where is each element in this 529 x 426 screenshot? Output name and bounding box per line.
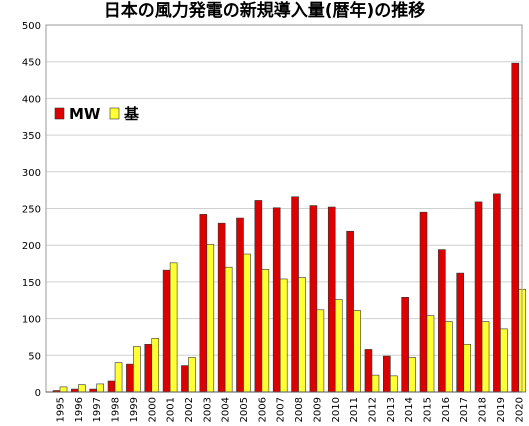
x-tick-label: 2009 <box>312 397 323 422</box>
y-tick-label: 0 <box>35 388 41 399</box>
bars <box>52 62 527 393</box>
legend-label-count: 基 <box>123 105 140 123</box>
bar-count-2014 <box>408 357 416 393</box>
y-tick-label: 400 <box>22 94 41 105</box>
bar-count-2005 <box>243 253 251 393</box>
x-tick-label: 1999 <box>129 397 140 422</box>
bar-count-1995 <box>59 386 68 393</box>
bar-mw-2010 <box>327 206 336 393</box>
bar-mw-1999 <box>126 363 134 393</box>
x-tick-label: 2007 <box>276 397 287 422</box>
bar-count-2017 <box>463 343 472 393</box>
bar-mw-2007 <box>272 207 281 393</box>
bar-mw-2003 <box>199 214 208 393</box>
bar-mw-2019 <box>493 193 501 393</box>
bar-count-2011 <box>353 310 361 393</box>
axes <box>45 24 523 393</box>
bar-count-2000 <box>151 338 160 393</box>
bar-count-2012 <box>371 374 380 393</box>
bar-count-2003 <box>206 244 215 393</box>
bar-count-2002 <box>188 357 196 393</box>
x-tick-label: 2019 <box>496 397 507 422</box>
bar-mw-2015 <box>419 211 428 393</box>
x-tick-label: 2000 <box>147 397 158 422</box>
y-tick-label: 200 <box>22 241 41 252</box>
x-tick-label: 2004 <box>221 397 232 422</box>
x-tick-label: 2016 <box>441 397 452 422</box>
bar-count-1998 <box>114 362 123 393</box>
legend: MW 基 <box>54 105 140 123</box>
bar-count-2019 <box>500 328 508 393</box>
y-tick-label: 300 <box>22 168 41 179</box>
bar-mw-2006 <box>254 200 263 393</box>
y-tick-label: 500 <box>22 21 41 32</box>
bar-mw-2013 <box>382 355 391 393</box>
bar-count-2018 <box>481 321 490 393</box>
y-tick-label: 250 <box>22 205 41 216</box>
bar-count-2004 <box>224 266 233 393</box>
bar-count-2010 <box>334 299 343 393</box>
x-tick-label: 1998 <box>111 397 122 422</box>
x-tick-label: 1995 <box>56 397 67 422</box>
x-tick-label: 2002 <box>184 397 195 422</box>
y-tick-label: 150 <box>22 278 41 289</box>
x-tick-label: 2012 <box>367 397 378 422</box>
bar-mw-2009 <box>309 205 318 393</box>
bar-mw-2014 <box>401 297 409 393</box>
bar-mw-2016 <box>438 249 446 393</box>
bar-mw-2000 <box>144 343 153 393</box>
bar-mw-2017 <box>456 272 465 393</box>
bar-mw-2001 <box>162 269 171 393</box>
bar-count-1997 <box>96 383 104 393</box>
y-tick-label: 100 <box>22 315 41 326</box>
bar-mw-2008 <box>291 196 299 393</box>
x-tick-label: 2001 <box>166 397 177 422</box>
bar-mw-1998 <box>107 380 116 393</box>
y-tick-label: 50 <box>28 351 41 362</box>
x-tick-label: 2005 <box>239 397 250 422</box>
x-tick-label: 2008 <box>294 397 305 422</box>
bar-mw-2005 <box>236 217 244 393</box>
x-tick-label: 2011 <box>349 397 360 422</box>
x-tick-label: 2017 <box>459 397 470 422</box>
bar-count-2013 <box>389 375 398 393</box>
x-tick-label: 1997 <box>92 397 103 422</box>
x-tick-label: 2015 <box>423 397 434 422</box>
bar-count-2015 <box>426 315 435 393</box>
x-tick-label: 2010 <box>331 397 342 422</box>
legend-swatch-mw <box>54 107 65 120</box>
x-tick-label: 2018 <box>478 397 489 422</box>
bar-count-1996 <box>78 384 86 393</box>
legend-label-mw: MW <box>69 105 101 123</box>
x-tick-label: 2003 <box>202 397 213 422</box>
y-tick-label: 350 <box>22 131 41 142</box>
bar-mw-2012 <box>364 349 373 393</box>
x-tick-label: 2013 <box>386 397 397 422</box>
bar-count-2001 <box>169 262 178 393</box>
bar-mw-2018 <box>474 201 483 393</box>
bar-count-2006 <box>261 269 270 393</box>
x-tick-label: 2020 <box>514 397 525 422</box>
chart-title: 日本の風力発電の新規導入量(暦年)の推移 <box>103 1 426 21</box>
bar-count-2007 <box>279 278 288 393</box>
bar-count-1999 <box>133 346 141 393</box>
bar-mw-2004 <box>217 222 226 393</box>
x-tick-label: 1996 <box>74 397 85 422</box>
bar-count-2009 <box>316 309 325 393</box>
bar-count-2008 <box>298 277 306 393</box>
bar-mw-2002 <box>181 365 189 393</box>
x-tick-label: 2014 <box>404 397 415 422</box>
bar-mw-2011 <box>346 230 354 393</box>
legend-swatch-count <box>109 107 120 120</box>
bar-mw-2020 <box>511 62 520 393</box>
x-tick-label: 2006 <box>257 397 268 422</box>
tick-labels: 0 50 100 150 200 250 300 350 400 450 500 1995 1996 19… <box>22 21 525 422</box>
bar-count-2016 <box>445 321 453 393</box>
y-tick-label: 450 <box>22 58 41 69</box>
